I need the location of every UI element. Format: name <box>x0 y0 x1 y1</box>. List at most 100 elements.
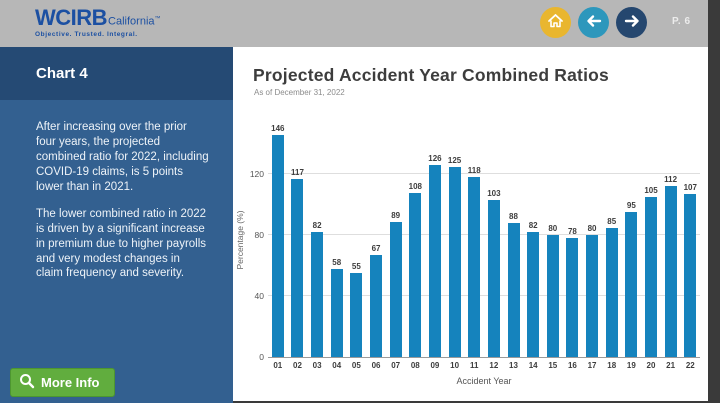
bar-slot: 125 <box>445 122 465 357</box>
bar <box>487 200 500 357</box>
sidebar-panel: Chart 4 After increasing over the prior … <box>0 47 233 403</box>
home-button[interactable] <box>540 7 571 38</box>
x-axis-label: Accident Year <box>456 376 512 386</box>
x-tick-label: 13 <box>509 361 518 370</box>
logo-tagline: Objective. Trusted. Integral. <box>35 31 138 38</box>
wcirb-logo: WCIRB California™ Objective. Trusted. In… <box>35 7 161 39</box>
page-title: Projected Accident Year Combined Ratios <box>253 65 609 85</box>
bar-value-label: 125 <box>447 155 462 165</box>
home-icon <box>547 13 564 32</box>
bar-value-label: 82 <box>528 221 538 231</box>
next-button[interactable] <box>616 7 647 38</box>
bar-slot: 112 <box>661 122 681 357</box>
bar-slot: 146 <box>268 122 288 357</box>
bar-value-label: 105 <box>644 186 658 196</box>
bar-chart: Percentage (%) 0 40 80 120 146 117 82 58 55 67 89… <box>233 122 708 386</box>
bar <box>527 232 540 357</box>
gridline <box>268 295 700 297</box>
more-info-button[interactable]: More Info <box>10 368 115 397</box>
x-tick-label: 22 <box>685 361 695 370</box>
bar-value-label: 85 <box>607 216 617 226</box>
gridline <box>268 234 700 236</box>
x-tick-label: 04 <box>332 361 342 370</box>
bar-value-label: 88 <box>509 212 518 222</box>
logo-brand: WCIRB <box>35 5 108 30</box>
previous-button[interactable] <box>578 7 609 38</box>
bar <box>409 192 422 357</box>
bar <box>428 165 441 357</box>
x-tick-label: 08 <box>410 361 420 370</box>
bar-value-label: 95 <box>626 201 636 211</box>
bar-value-label: 67 <box>371 244 381 253</box>
bar <box>330 268 343 357</box>
bar-slot: 117 <box>288 122 308 357</box>
y-tick-label: 80 <box>254 229 264 240</box>
bar-value-label: 126 <box>428 154 442 164</box>
x-tick-label: 02 <box>293 361 302 370</box>
bar-value-label: 117 <box>291 167 304 177</box>
bar-slot: 107 <box>680 122 700 357</box>
x-tick-label: 14 <box>528 361 538 370</box>
bar-slot: 82 <box>307 122 327 357</box>
more-info-label: More Info <box>41 375 100 390</box>
bar <box>625 212 638 357</box>
chart-number-title: Chart 4 <box>36 65 88 82</box>
bar <box>605 227 618 357</box>
window-edge-bottom <box>233 401 708 403</box>
bar-slot: 55 <box>347 122 367 357</box>
bar-slot: 88 <box>504 122 524 357</box>
bar <box>291 178 304 357</box>
sidebar-commentary: After increasing over the prior four yea… <box>0 100 233 281</box>
y-axis-ticks: 0 40 80 120 <box>247 122 268 361</box>
y-tick-label: 40 <box>254 290 264 301</box>
bar-slot: 108 <box>405 122 425 357</box>
y-axis-label-col: Percentage (%) <box>233 122 247 358</box>
bar <box>311 232 324 357</box>
page-number: P. 6 <box>672 16 691 27</box>
sidebar-header: Chart 4 <box>0 47 233 100</box>
nav-controls <box>540 7 647 38</box>
gridline <box>268 173 700 175</box>
x-tick-label: 11 <box>469 361 479 370</box>
bar <box>271 134 284 357</box>
bar <box>370 255 383 357</box>
bar-value-label: 108 <box>408 181 422 191</box>
bar-value-label: 82 <box>312 221 322 231</box>
bar-slot: 118 <box>464 122 484 357</box>
x-tick-label: 03 <box>312 361 322 370</box>
main-content: Projected Accident Year Combined Ratios … <box>233 47 708 403</box>
commentary-paragraph: The lower combined ratio in 2022 is driv… <box>36 207 207 280</box>
x-tick-label: 09 <box>430 361 440 370</box>
y-tick-label: 0 <box>259 351 264 362</box>
x-tick-label: 05 <box>351 361 361 370</box>
bar-slot: 82 <box>523 122 543 357</box>
bar-value-label: 146 <box>271 123 285 133</box>
bar-value-label: 107 <box>683 183 697 193</box>
x-tick-label: 16 <box>567 361 577 370</box>
x-tick-label: 21 <box>666 361 676 370</box>
arrow-left-icon <box>586 14 602 31</box>
bar <box>684 194 697 357</box>
bar <box>448 166 461 357</box>
bar-value-label: 80 <box>587 224 597 234</box>
x-tick-label: 01 <box>273 361 283 370</box>
as-of-date: As of December 31, 2022 <box>254 88 345 97</box>
bar-slot: 80 <box>582 122 602 357</box>
bar <box>350 273 363 357</box>
x-tick-label: 07 <box>391 361 401 370</box>
bar <box>468 177 481 357</box>
magnifier-icon <box>19 373 35 392</box>
bar <box>566 238 579 357</box>
header-bar: WCIRB California™ Objective. Trusted. In… <box>0 0 708 47</box>
bar-value-label: 112 <box>664 175 678 185</box>
y-axis-label: Percentage (%) <box>235 210 245 270</box>
bar-value-label: 103 <box>487 189 501 199</box>
bar-value-label: 55 <box>351 262 361 272</box>
bar <box>644 197 657 357</box>
logo-region: California™ <box>108 16 161 28</box>
bar-slot: 78 <box>563 122 583 357</box>
x-tick-label: 12 <box>489 361 499 370</box>
bar-value-label: 78 <box>567 227 577 237</box>
bars-row: 146 117 82 58 55 67 89 108 126 125 118 103 88 82 80 78 8… <box>268 122 700 357</box>
bar <box>389 221 402 357</box>
